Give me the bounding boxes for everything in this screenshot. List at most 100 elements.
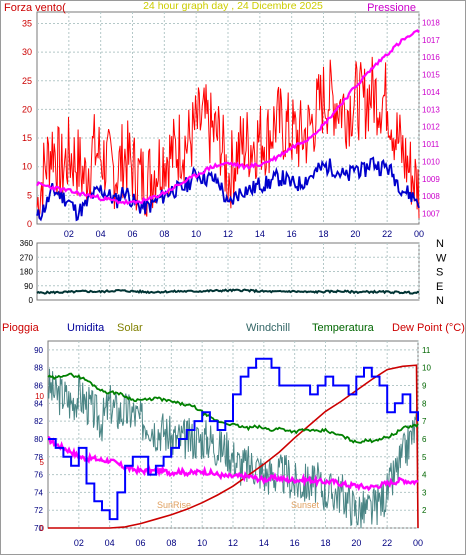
wind-direction-axes: 360 N 270 W 180 S 90 E 0 N xyxy=(20,238,447,307)
series-line xyxy=(48,364,419,529)
humidity-y-tick-label: 86 xyxy=(34,382,43,391)
x-tick-label: 04 xyxy=(105,538,115,548)
sunset-label: Sunset xyxy=(291,500,320,510)
weather-legend: Pioggia Umidita Solar Windchill Temperatura D… xyxy=(2,322,465,334)
temperature-y-tick-label: 7 xyxy=(422,417,427,426)
series-line xyxy=(36,29,420,206)
wind-y-tick-label: 5 xyxy=(27,190,32,200)
temperature-y-tick-label: 10 xyxy=(422,364,431,373)
pressure-y-tick-label: 1008 xyxy=(422,192,440,201)
x-tick-label: 04 xyxy=(96,229,106,239)
x-tick-label: 00 xyxy=(413,538,423,548)
temperature-y-tick-label: 4 xyxy=(422,471,427,480)
x-tick-label: 14 xyxy=(255,229,265,239)
wind-direction-line xyxy=(36,288,420,295)
x-tick-label: 10 xyxy=(197,538,207,548)
x-tick-label: 18 xyxy=(318,229,328,239)
series-line xyxy=(36,56,420,219)
direction-y-tick-label: 270 xyxy=(20,253,34,262)
humidity-y-tick-label: 72 xyxy=(34,506,43,515)
x-tick-label: 12 xyxy=(228,538,238,548)
temperature-y-tick-label: 2 xyxy=(422,506,427,515)
humidity-y-tick-label: 82 xyxy=(34,417,43,426)
compass-label: E xyxy=(436,281,443,293)
direction-y-tick-label: 180 xyxy=(20,268,34,277)
pressure-y-tick-label: 1014 xyxy=(422,88,440,97)
humidity-y-tick-label: 76 xyxy=(34,471,43,480)
x-tick-label: 22 xyxy=(382,538,392,548)
humidity-y-tick-label: 88 xyxy=(34,364,43,373)
wind-direction-series xyxy=(36,288,420,295)
rain-y-tick-label: 5 xyxy=(40,458,45,467)
x-tick-label: 10 xyxy=(191,229,201,239)
pressure-y-tick-label: 1012 xyxy=(422,123,440,132)
pressure-y-tick-label: 1018 xyxy=(422,18,440,27)
wind-y-tick-label: 35 xyxy=(22,18,32,28)
humidity-y-tick-label: 74 xyxy=(34,488,43,497)
legend-entry: Temperatura xyxy=(312,322,375,334)
wind-direction-grid xyxy=(37,243,420,300)
rain-y-tick-label: 0 xyxy=(40,524,45,533)
x-tick-label: 18 xyxy=(320,538,330,548)
wind-y-tick-label: 20 xyxy=(22,104,32,114)
x-tick-label: 02 xyxy=(74,538,84,548)
pressure-y-tick-label: 1009 xyxy=(422,175,440,184)
series-line xyxy=(47,435,419,492)
x-tick-label: 22 xyxy=(382,229,392,239)
temperature-y-tick-label: 3 xyxy=(422,488,427,497)
series-line xyxy=(48,357,419,521)
legend-entry: Umidita xyxy=(67,322,105,334)
wind-axis-label: Forza vento( xyxy=(4,2,66,14)
temperature-humidity-series xyxy=(47,357,419,529)
x-tick-label: 06 xyxy=(127,229,137,239)
pressure-y-tick-label: 1010 xyxy=(422,157,440,166)
x-tick-label: 12 xyxy=(223,229,233,239)
x-tick-label: 16 xyxy=(287,229,297,239)
pressure-y-tick-label: 1007 xyxy=(422,210,440,219)
legend-entry: Windchill xyxy=(246,322,290,334)
x-tick-label: 06 xyxy=(135,538,145,548)
series-line xyxy=(47,372,419,444)
legend-entry: Solar xyxy=(117,322,143,334)
legend-entry: Pioggia xyxy=(2,322,40,334)
x-tick-label: 14 xyxy=(259,538,269,548)
pressure-y-tick-label: 1016 xyxy=(422,53,440,62)
direction-y-tick-label: 90 xyxy=(24,282,33,291)
temperature-y-tick-label: 5 xyxy=(422,453,427,462)
x-tick-label: 08 xyxy=(159,229,169,239)
humidity-y-tick-label: 80 xyxy=(34,435,43,444)
sunrise-label: SunRise xyxy=(157,500,191,510)
wind-y-tick-label: 0 xyxy=(27,219,32,229)
wind-pressure-series xyxy=(36,29,420,222)
temperature-y-tick-label: 6 xyxy=(422,435,427,444)
wind-y-tick-label: 25 xyxy=(22,76,32,86)
compass-label: N xyxy=(436,295,444,307)
x-tick-label: 00 xyxy=(414,229,424,239)
series-line xyxy=(47,368,419,529)
x-tick-label: 02 xyxy=(64,229,74,239)
humidity-y-tick-label: 90 xyxy=(34,346,43,355)
wind-y-tick-label: 15 xyxy=(22,133,32,143)
chart-title: 24 hour graph day , 24 Dicembre 2025 xyxy=(143,0,323,12)
pressure-y-tick-label: 1013 xyxy=(422,105,440,114)
legend-entry: Dew Point (°C) xyxy=(392,322,465,334)
wind-y-tick-label: 30 xyxy=(22,47,32,57)
x-tick-label: 20 xyxy=(350,229,360,239)
compass-label: S xyxy=(436,267,443,279)
temperature-y-tick-label: 8 xyxy=(422,399,427,408)
x-tick-label: 08 xyxy=(166,538,176,548)
humidity-y-tick-label: 84 xyxy=(34,399,43,408)
compass-label: W xyxy=(436,252,447,264)
pressure-y-tick-label: 1017 xyxy=(422,36,440,45)
compass-label: N xyxy=(436,238,444,250)
temperature-y-tick-label: 11 xyxy=(422,346,431,355)
rain-y-tick-label: 10 xyxy=(35,392,44,401)
pressure-y-tick-label: 1011 xyxy=(422,140,440,149)
temperature-y-tick-label: 9 xyxy=(422,382,427,391)
wind-pressure-axes: 02 04 06 08 10 12 14 16 18 20 22 000510152025303510… xyxy=(22,18,440,239)
series-line xyxy=(36,156,420,222)
humidity-y-tick-label: 70 xyxy=(34,524,43,533)
x-tick-label: 16 xyxy=(290,538,300,548)
temperature-humidity-axes: 02 04 06 08 10 12 14 16 18 20 22 009088868482807876… xyxy=(34,346,431,548)
